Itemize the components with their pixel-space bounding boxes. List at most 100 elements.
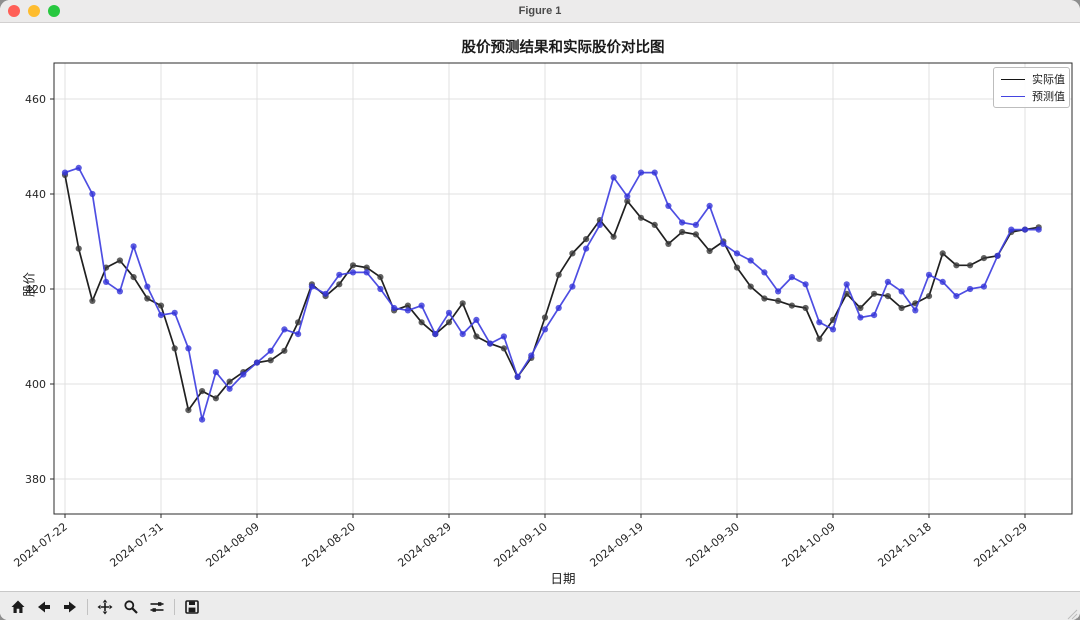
y-tick-label: 460	[25, 93, 46, 106]
series-实际值	[61, 171, 1042, 414]
back-button[interactable]	[32, 596, 56, 618]
forward-arrow-icon	[64, 601, 76, 613]
minimize-window-button[interactable]	[28, 5, 40, 17]
data-point	[583, 245, 590, 252]
data-point	[377, 285, 384, 293]
data-point	[514, 373, 521, 380]
x-tick-label: 2024-09-19	[587, 520, 645, 570]
data-point	[720, 240, 727, 247]
data-point	[349, 269, 357, 276]
data-point	[761, 295, 768, 302]
data-point	[253, 359, 261, 366]
x-tick-label: 2024-08-09	[203, 520, 261, 570]
data-point	[487, 340, 494, 347]
close-window-button[interactable]	[8, 5, 20, 17]
data-point	[898, 304, 905, 312]
data-point	[651, 221, 658, 228]
home-icon	[11, 600, 25, 613]
data-point	[295, 331, 302, 338]
save-button[interactable]	[180, 596, 204, 618]
subplots-button[interactable]	[145, 596, 169, 618]
data-point	[706, 202, 713, 209]
forward-button[interactable]	[58, 596, 82, 618]
data-point	[939, 278, 946, 285]
x-tick-label: 2024-10-18	[875, 520, 933, 570]
sliders-icon	[150, 602, 164, 612]
save-floppy-icon	[185, 600, 199, 614]
y-tick-label: 420	[25, 283, 46, 296]
data-point	[624, 198, 631, 205]
resize-grip[interactable]	[1066, 608, 1078, 620]
window-titlebar: Figure 1	[0, 0, 1080, 23]
data-point	[363, 264, 370, 271]
window-title: Figure 1	[518, 5, 562, 17]
data-point	[802, 281, 809, 288]
x-tick-label: 2024-07-22	[11, 520, 69, 570]
data-point	[473, 316, 480, 323]
pan-button[interactable]	[93, 596, 117, 618]
data-point	[377, 274, 384, 281]
x-tick-label: 2024-08-29	[395, 520, 453, 570]
data-point	[281, 326, 288, 333]
data-point	[185, 407, 192, 414]
y-tick-label: 400	[25, 378, 46, 391]
data-point	[226, 385, 233, 392]
data-point	[555, 271, 562, 278]
data-point	[363, 269, 370, 276]
data-point	[116, 288, 123, 295]
data-point	[665, 240, 672, 247]
data-point	[1008, 226, 1015, 233]
data-point	[336, 281, 343, 288]
data-point	[788, 274, 796, 281]
legend-label-predicted: 预测值	[1032, 90, 1065, 103]
data-point	[349, 262, 357, 269]
data-point	[528, 352, 535, 359]
data-point	[733, 250, 741, 257]
data-point	[637, 214, 645, 221]
data-point	[871, 290, 878, 297]
data-point	[89, 190, 96, 198]
data-point	[1021, 226, 1029, 233]
traffic-lights	[8, 0, 60, 22]
data-point	[281, 347, 288, 354]
legend-entry-predicted: 预测值	[1001, 89, 1065, 103]
data-point	[569, 250, 576, 257]
zoom-button[interactable]	[119, 596, 143, 618]
data-point	[418, 302, 425, 309]
data-point	[432, 331, 439, 338]
data-point	[61, 169, 69, 176]
data-point	[199, 416, 206, 423]
data-point	[816, 335, 823, 342]
data-point	[829, 326, 837, 333]
back-arrow-icon	[38, 601, 50, 613]
y-tick-label: 380	[25, 473, 46, 486]
data-point	[583, 236, 590, 243]
data-point	[75, 164, 82, 171]
home-button[interactable]	[6, 596, 30, 618]
data-point	[212, 369, 219, 376]
magnifier-icon	[124, 600, 138, 614]
data-point	[445, 309, 453, 316]
data-point	[953, 262, 960, 269]
data-point	[157, 312, 165, 319]
data-point	[295, 319, 302, 326]
axis-ticks: 380 400 420 440 460 2024-07-22 2024-07-31 2024-…	[11, 93, 1029, 570]
zoom-window-button[interactable]	[48, 5, 60, 17]
y-tick-label: 440	[25, 188, 46, 201]
data-point	[939, 250, 946, 257]
data-point	[391, 304, 398, 312]
data-point	[980, 283, 988, 290]
data-point	[569, 283, 576, 290]
move-icon	[97, 599, 113, 615]
data-point	[75, 245, 82, 252]
data-point	[555, 304, 562, 312]
legend-entry-actual: 实际值	[1001, 72, 1065, 86]
data-point	[322, 290, 329, 297]
data-point	[144, 283, 151, 290]
data-point	[843, 281, 850, 288]
figure-canvas: 380 400 420 440 460 2024-07-22 2024-07-31 2024-…	[0, 23, 1080, 591]
x-tick-label: 2024-10-29	[971, 520, 1029, 570]
data-point	[336, 271, 343, 278]
data-point	[1035, 226, 1042, 233]
